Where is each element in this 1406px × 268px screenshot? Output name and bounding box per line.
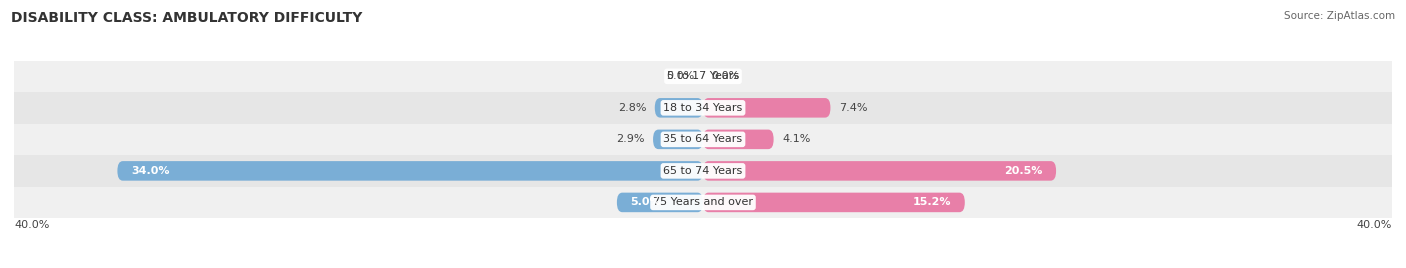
Text: 0.0%: 0.0% (666, 71, 695, 81)
Text: 40.0%: 40.0% (1357, 220, 1392, 230)
Bar (14, 61, 1392, 92)
FancyBboxPatch shape (617, 193, 703, 212)
FancyBboxPatch shape (703, 98, 831, 118)
FancyBboxPatch shape (703, 193, 965, 212)
Text: 5.0%: 5.0% (631, 198, 661, 207)
Text: 0.0%: 0.0% (711, 71, 740, 81)
Text: 20.5%: 20.5% (1004, 166, 1042, 176)
Text: DISABILITY CLASS: AMBULATORY DIFFICULTY: DISABILITY CLASS: AMBULATORY DIFFICULTY (11, 11, 363, 25)
Bar (14, 92, 1392, 124)
FancyBboxPatch shape (652, 130, 703, 149)
Text: 75 Years and over: 75 Years and over (652, 198, 754, 207)
Text: Source: ZipAtlas.com: Source: ZipAtlas.com (1284, 11, 1395, 21)
Text: 15.2%: 15.2% (912, 198, 950, 207)
Text: 2.8%: 2.8% (617, 103, 647, 113)
Text: 35 to 64 Years: 35 to 64 Years (664, 134, 742, 144)
Bar (14, 155, 1392, 187)
Text: 40.0%: 40.0% (14, 220, 49, 230)
Text: 2.9%: 2.9% (616, 134, 644, 144)
Text: 65 to 74 Years: 65 to 74 Years (664, 166, 742, 176)
FancyBboxPatch shape (117, 161, 703, 181)
Text: 18 to 34 Years: 18 to 34 Years (664, 103, 742, 113)
Bar (14, 187, 1392, 218)
FancyBboxPatch shape (655, 98, 703, 118)
Text: 4.1%: 4.1% (782, 134, 811, 144)
Text: 5 to 17 Years: 5 to 17 Years (666, 71, 740, 81)
FancyBboxPatch shape (703, 161, 1056, 181)
Text: 34.0%: 34.0% (131, 166, 170, 176)
FancyBboxPatch shape (703, 130, 773, 149)
Bar (14, 124, 1392, 155)
Text: 7.4%: 7.4% (839, 103, 868, 113)
